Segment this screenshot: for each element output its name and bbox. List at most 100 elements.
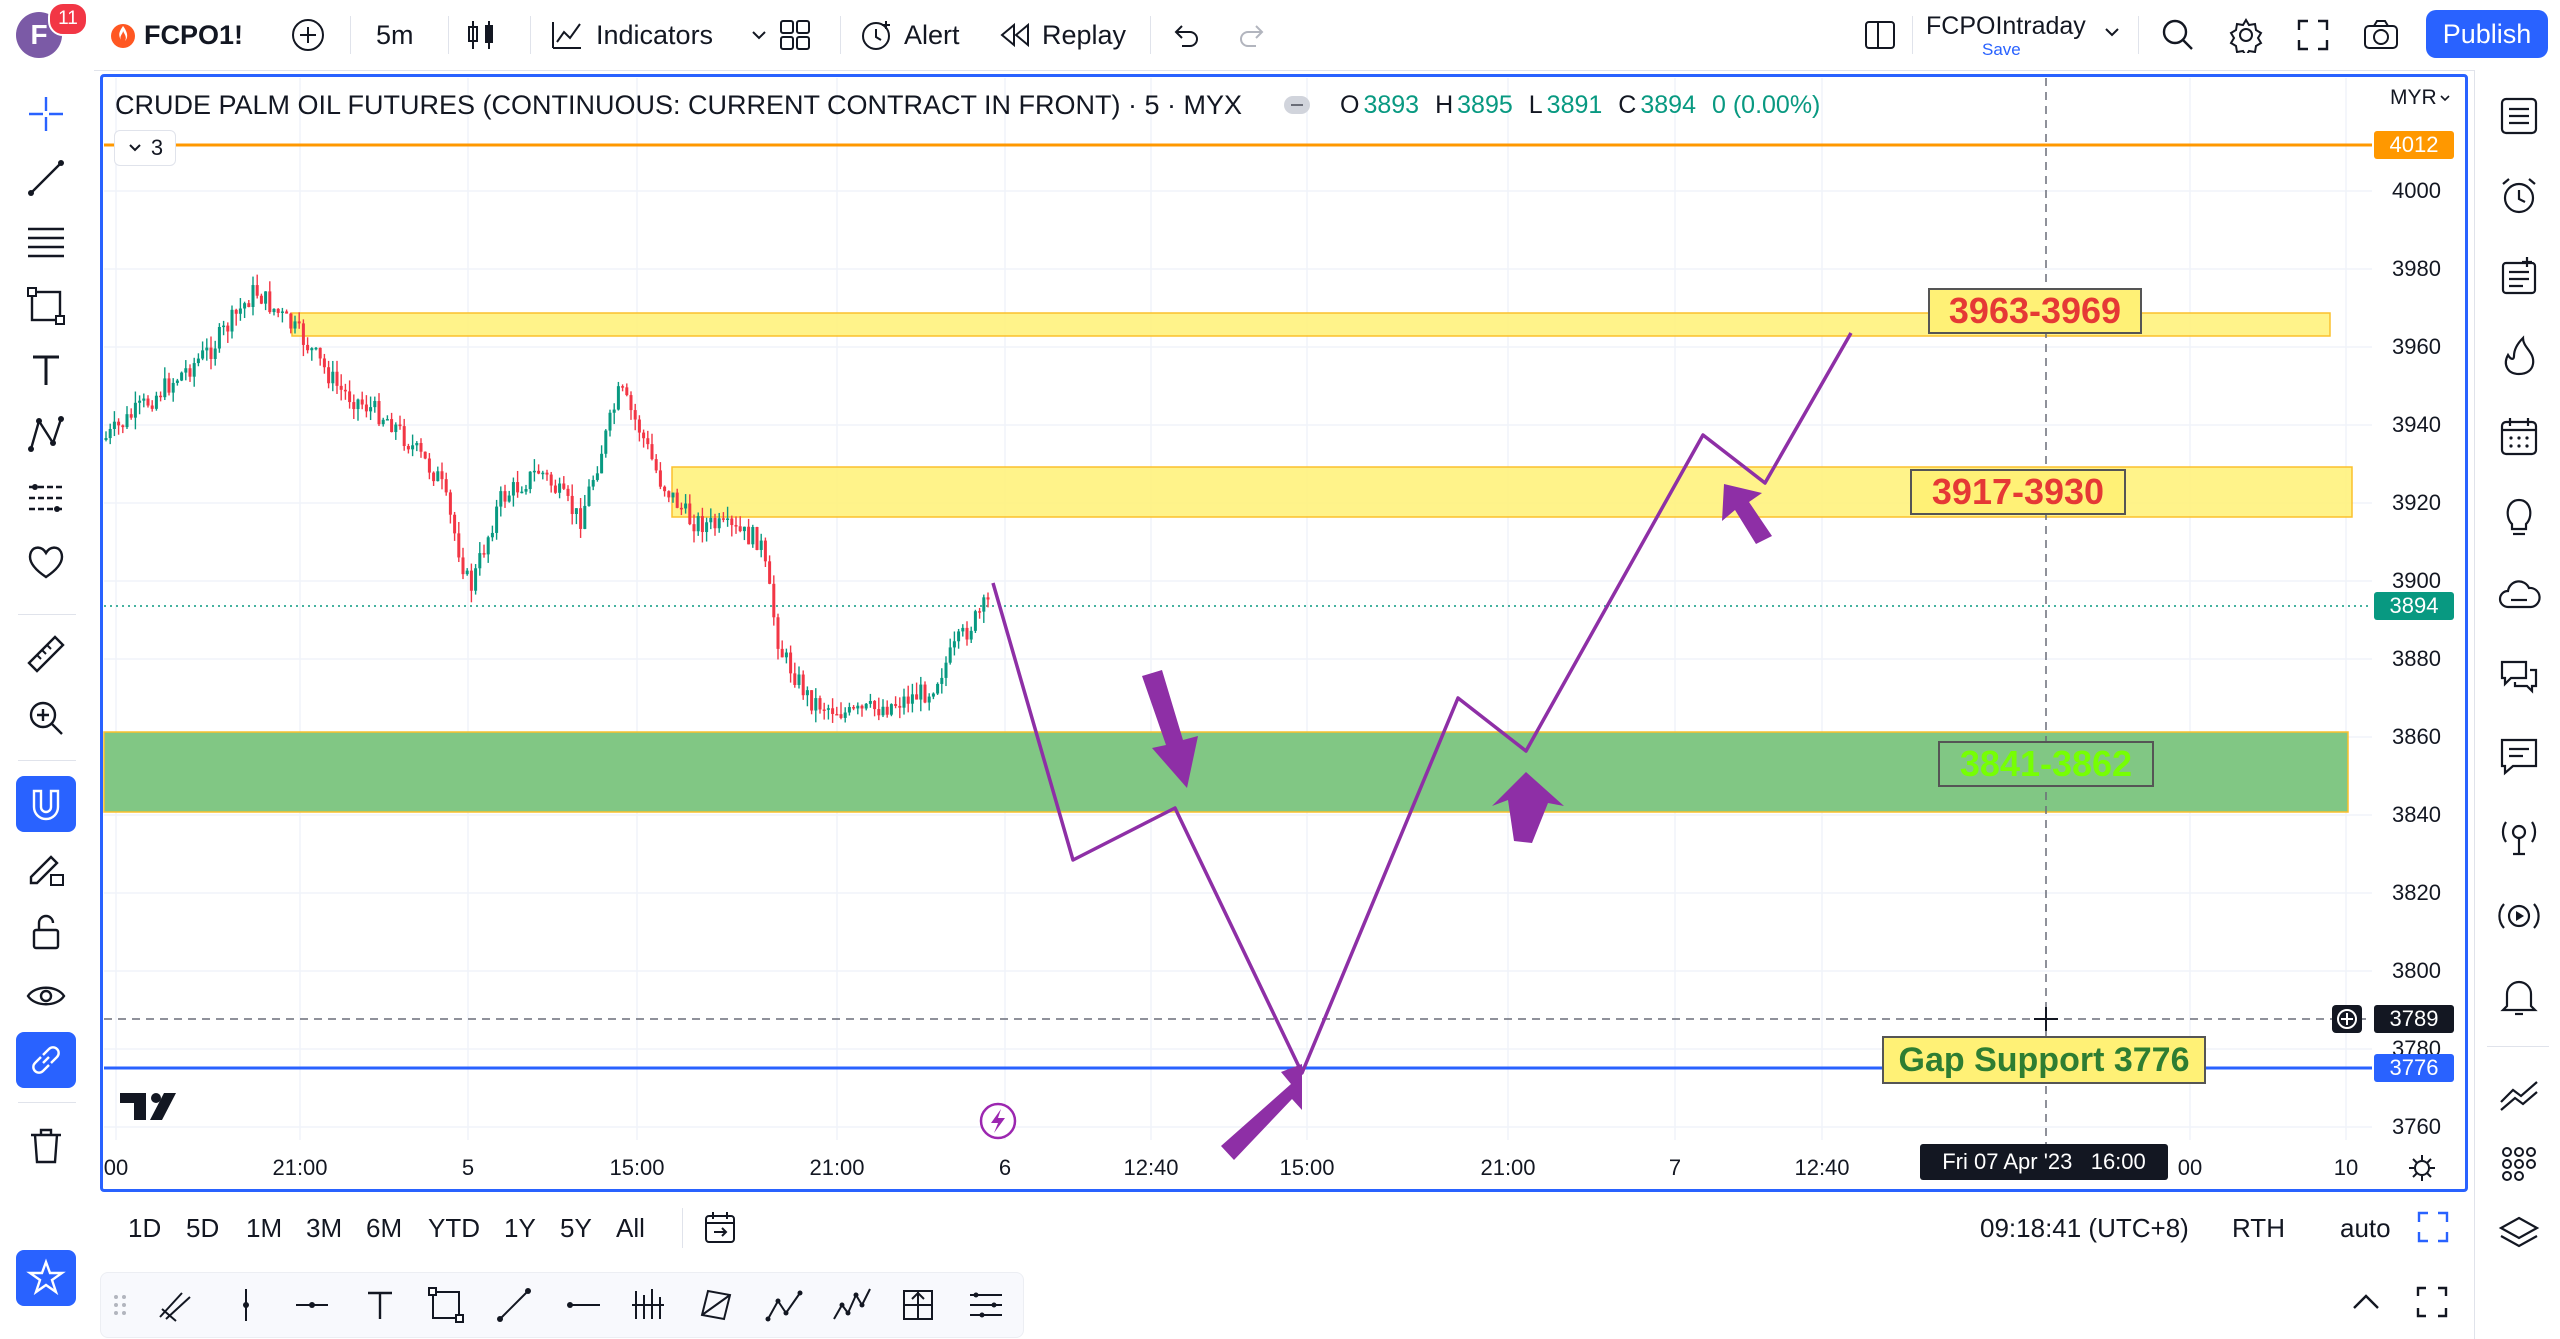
arrow-up-icon[interactable]: [1492, 772, 1564, 843]
range-5y-button[interactable]: 5Y: [560, 1213, 592, 1243]
remove-drawings-tool[interactable]: [16, 1118, 76, 1174]
zone-label-upper[interactable]: 3963-3969: [1928, 288, 2142, 334]
collapse-panel-button[interactable]: [2346, 1282, 2386, 1322]
interval-button[interactable]: 5m: [376, 19, 414, 50]
range-1y-button[interactable]: 1Y: [504, 1213, 536, 1243]
range-1d-button[interactable]: 1D: [128, 1213, 162, 1243]
replay-live-button[interactable]: [2493, 890, 2545, 942]
streams-button[interactable]: [2493, 810, 2545, 862]
currency-button[interactable]: MYR: [2390, 86, 2451, 110]
range-5d-button[interactable]: 5D: [186, 1213, 220, 1243]
news-button[interactable]: [2493, 570, 2545, 622]
candle-body: [915, 694, 919, 700]
fib-tool[interactable]: [16, 214, 76, 270]
vertical-line-button[interactable]: [224, 1283, 268, 1327]
toggle-panel-button[interactable]: [1862, 0, 1898, 70]
lock-drawings-tool[interactable]: [16, 904, 76, 960]
text-tool[interactable]: [16, 342, 76, 398]
chats-button[interactable]: [2493, 650, 2545, 702]
path-button[interactable]: [694, 1283, 738, 1327]
trading-panel-button[interactable]: [2493, 1068, 2545, 1120]
layouts-button[interactable]: [778, 0, 812, 70]
zone-label-gap-support[interactable]: Gap Support 3776: [1882, 1036, 2206, 1084]
candle-body: [251, 285, 255, 307]
ray-button[interactable]: [560, 1283, 604, 1327]
trend-line-button[interactable]: [492, 1283, 536, 1327]
favorites-tool[interactable]: [16, 1250, 76, 1306]
horizontal-line-button[interactable]: [290, 1283, 334, 1327]
chevron-down-icon[interactable]: [749, 25, 769, 45]
trend-line-tool[interactable]: [16, 150, 76, 206]
sync-drawings-tool[interactable]: [16, 1032, 76, 1088]
search-button[interactable]: [2160, 0, 2196, 70]
long-position-button[interactable]: [626, 1283, 670, 1327]
icons-tool[interactable]: [16, 534, 76, 590]
add-alert-icon[interactable]: [2332, 1005, 2362, 1033]
shapes-tool[interactable]: [16, 278, 76, 334]
arrow-down-icon[interactable]: [1142, 670, 1198, 788]
redo-button[interactable]: [1236, 0, 1270, 70]
stay-drawing-tool[interactable]: [16, 840, 76, 896]
arrow-up-icon[interactable]: [1722, 484, 1772, 544]
clock-timezone[interactable]: 09:18:41 (UTC+8): [1980, 1213, 2189, 1243]
zoom-tool[interactable]: [16, 690, 76, 746]
text-button[interactable]: [358, 1283, 402, 1327]
rectangle-button[interactable]: [424, 1283, 468, 1327]
hide-drawings-tool[interactable]: [16, 968, 76, 1024]
abcd-pattern-button[interactable]: [762, 1283, 806, 1327]
range-all-button[interactable]: All: [616, 1213, 645, 1243]
range-ytd-button[interactable]: YTD: [428, 1213, 480, 1243]
chart-type-button[interactable]: [464, 0, 498, 70]
gear-icon[interactable]: [2409, 1155, 2435, 1181]
projection-path[interactable]: [991, 332, 1853, 1075]
arrow-up-icon[interactable]: [1221, 1064, 1302, 1160]
undo-button[interactable]: [1168, 0, 1202, 70]
watchlist-button[interactable]: [2493, 90, 2545, 142]
dom-button[interactable]: [2493, 1138, 2545, 1190]
range-6m-button[interactable]: 6M: [366, 1213, 403, 1243]
settings-button[interactable]: [2228, 0, 2264, 70]
ideas-button[interactable]: [2493, 490, 2545, 542]
multi-tool-button[interactable]: [154, 1283, 198, 1327]
indicator-collapse-button[interactable]: 3: [114, 130, 176, 166]
maximize-chart-button[interactable]: [2416, 1210, 2450, 1244]
patterns-tool[interactable]: [16, 406, 76, 462]
replay-button[interactable]: Replay: [998, 0, 1126, 70]
publish-button[interactable]: Publish: [2426, 10, 2548, 58]
zone-label-middle[interactable]: 3917-3930: [1910, 469, 2126, 515]
session-button[interactable]: RTH: [2232, 1213, 2285, 1243]
compare-add-button[interactable]: [290, 0, 326, 70]
alert-button[interactable]: Alert: [858, 0, 960, 70]
layout-save-label[interactable]: Save: [1982, 40, 2021, 59]
crosshair-tool[interactable]: [16, 86, 76, 142]
prediction-tool[interactable]: [16, 470, 76, 526]
goto-date-button[interactable]: [700, 1208, 740, 1248]
notifications-button[interactable]: [2493, 970, 2545, 1022]
symbol-search-button[interactable]: FCPO1!: [110, 0, 243, 70]
range-3m-button[interactable]: 3M: [306, 1213, 343, 1243]
indicators-button[interactable]: Indicators: [550, 0, 769, 70]
messages-button[interactable]: [2493, 730, 2545, 782]
alerts-button[interactable]: [2493, 170, 2545, 222]
candle-body: [112, 421, 116, 429]
layers-button[interactable]: [2493, 1208, 2545, 1260]
maximize-panel-button[interactable]: [2412, 1282, 2452, 1322]
snapshot-button[interactable]: [2362, 0, 2400, 70]
calendar-button[interactable]: [2493, 410, 2545, 462]
hotlists-button[interactable]: [2493, 330, 2545, 382]
zone-label-lower[interactable]: 3841-3862: [1938, 741, 2154, 787]
more-drawings-button[interactable]: [964, 1283, 1008, 1327]
auto-scale-button[interactable]: auto: [2340, 1213, 2391, 1243]
drag-handle[interactable]: [106, 1283, 134, 1327]
magnet-tool[interactable]: [16, 776, 76, 832]
symbol-title[interactable]: CRUDE PALM OIL FUTURES (CONTINUOUS: CURR…: [115, 89, 1243, 120]
fullscreen-button[interactable]: [2296, 0, 2330, 70]
measure-tool[interactable]: [16, 626, 76, 682]
layout-name-button[interactable]: FCPOIntraday Save: [1926, 8, 2119, 62]
date-price-range-button[interactable]: [896, 1283, 940, 1327]
chart-pane[interactable]: [100, 74, 2468, 1192]
data-window-button[interactable]: [2493, 250, 2545, 302]
elliott-wave-button[interactable]: [830, 1283, 874, 1327]
range-1m-button[interactable]: 1M: [246, 1213, 283, 1243]
